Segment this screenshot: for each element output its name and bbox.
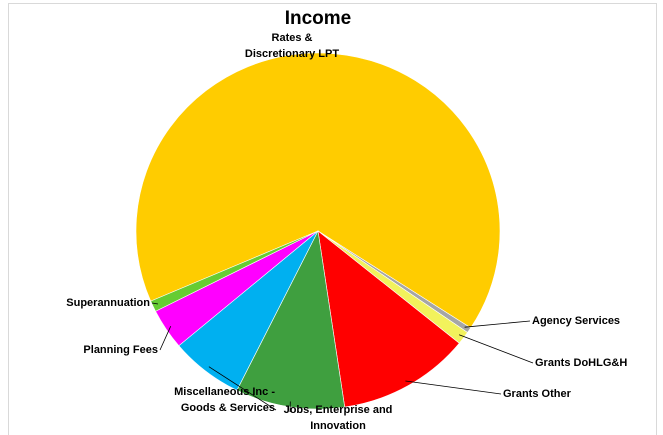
leader-line — [464, 320, 531, 328]
leader-line — [208, 366, 277, 411]
slice-label: Superannuation — [66, 297, 150, 309]
slice-label: Planning Fees — [83, 344, 158, 356]
pie-slice — [150, 230, 319, 312]
pie-slice — [317, 230, 460, 408]
chart-title: Income — [285, 8, 352, 29]
slice-label: Grants DoHLG&H — [535, 357, 628, 369]
slice-label: Jobs, Enterprise and Innovation — [283, 404, 393, 432]
slice-label: Grants Other — [503, 388, 571, 400]
leader-line — [151, 302, 159, 305]
leader-line — [159, 326, 172, 351]
slice-label: Agency Services — [532, 315, 621, 327]
slice-label: Rates & Discretionary LPT — [244, 32, 340, 60]
leader-line — [405, 380, 502, 395]
pie-slice — [135, 52, 501, 329]
leader-line — [458, 334, 534, 364]
pie-slice — [236, 230, 346, 410]
slice-label: Miscellaneous Inc - Goods & Services — [174, 386, 275, 414]
chart-border — [8, 3, 657, 435]
